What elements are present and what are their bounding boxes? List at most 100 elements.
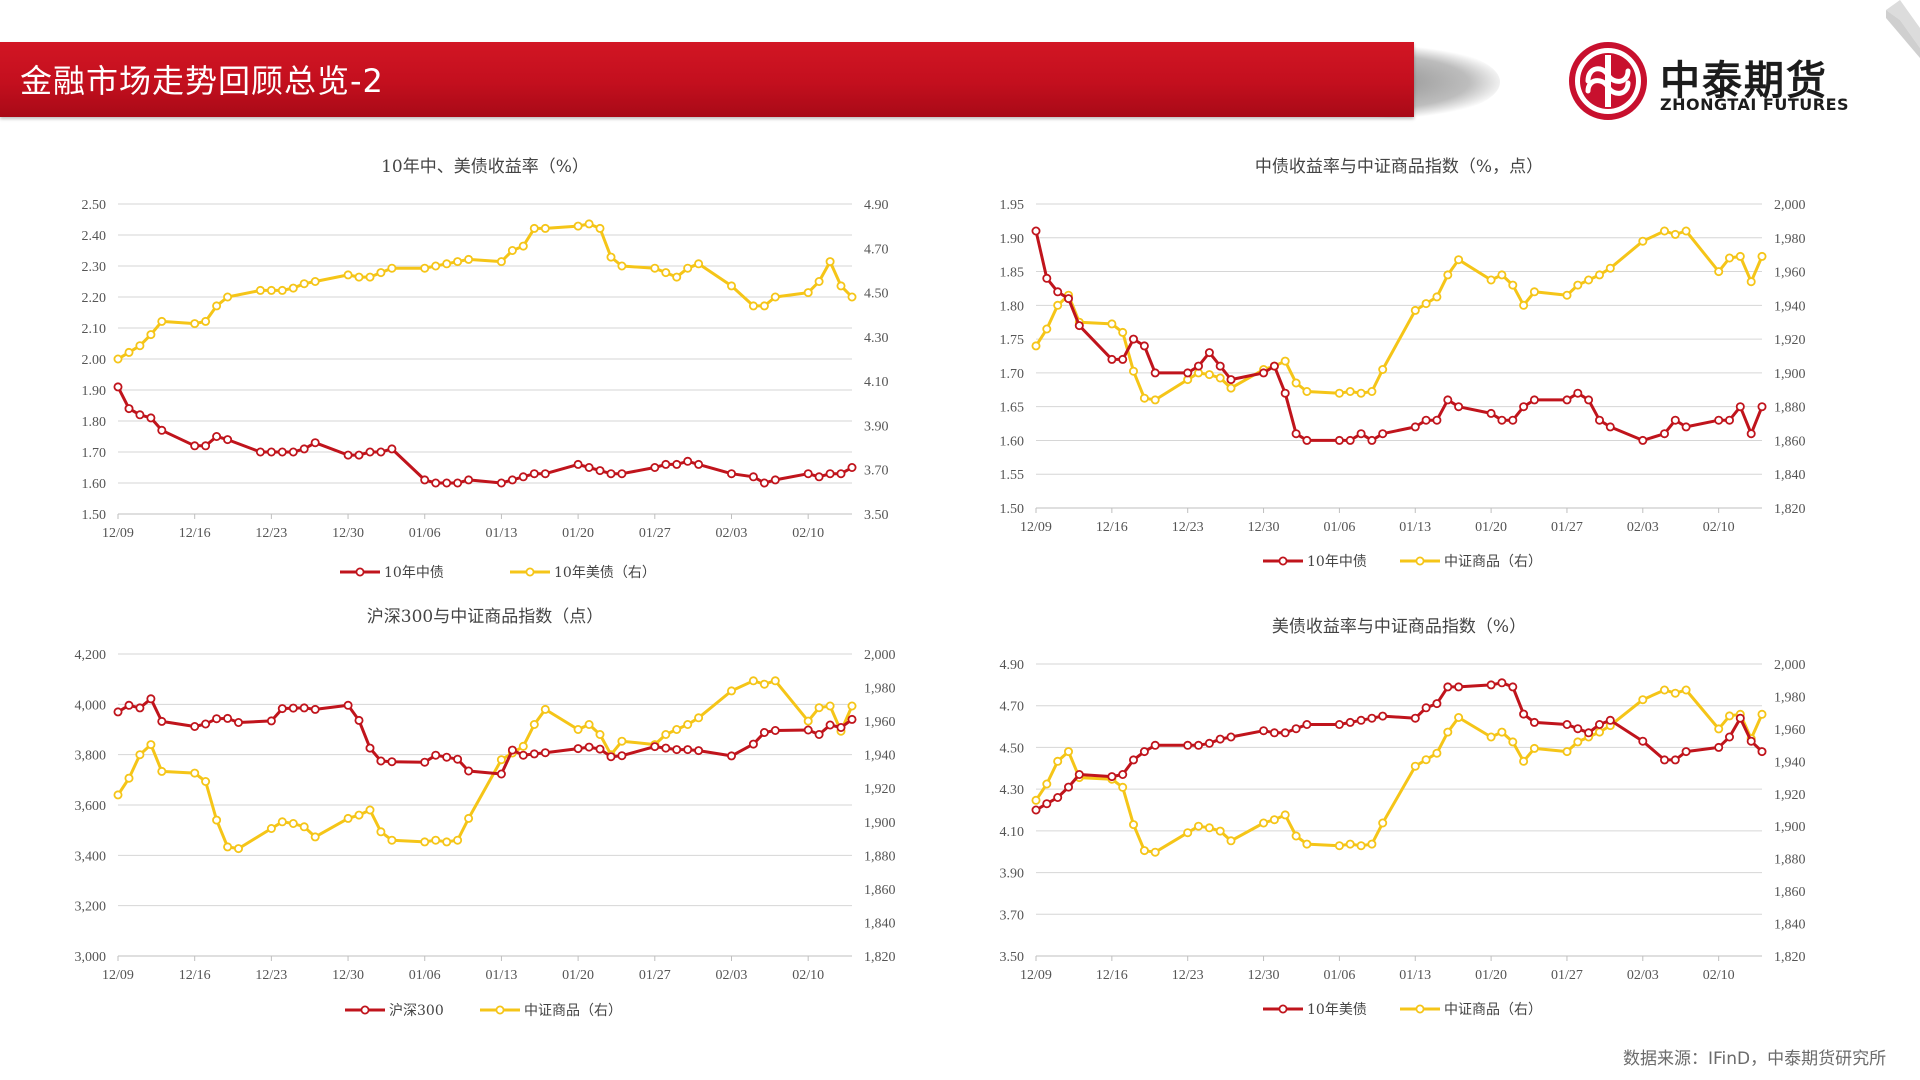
data-point (1291, 724, 1301, 734)
data-point (1508, 280, 1518, 290)
data-point (1681, 747, 1691, 757)
right-axis-tick: 4.10 (864, 375, 889, 390)
data-point (1074, 321, 1084, 331)
legend-marker (355, 567, 365, 577)
data-point (376, 447, 386, 457)
data-point (453, 835, 463, 845)
data-point (1064, 747, 1074, 757)
data-point (201, 719, 211, 729)
data-point (847, 462, 857, 472)
series-line (1034, 688, 1764, 854)
x-axis-tick: 12/23 (1172, 520, 1204, 535)
data-point (1486, 275, 1496, 285)
data-point (1605, 715, 1615, 725)
data-point (1681, 685, 1691, 695)
data-point (1595, 415, 1605, 425)
data-point (1595, 720, 1605, 730)
left-axis-tick: 2.20 (82, 291, 107, 306)
data-point (606, 752, 616, 762)
data-point (1584, 275, 1594, 285)
data-point (1150, 395, 1160, 405)
right-axis-tick: 1,960 (864, 715, 896, 730)
data-point (1486, 680, 1496, 690)
data-point (836, 723, 846, 733)
data-point (770, 292, 780, 302)
data-point (748, 301, 758, 311)
data-point (1204, 738, 1214, 748)
data-point (1128, 755, 1138, 765)
data-point (694, 459, 704, 469)
data-point (1280, 728, 1290, 738)
data-point (847, 292, 857, 302)
data-point (759, 301, 769, 311)
data-point (442, 837, 452, 847)
x-axis-tick: 12/30 (1248, 520, 1280, 535)
data-point (1529, 287, 1539, 297)
x-axis-tick: 12/23 (255, 968, 287, 983)
data-point (496, 755, 506, 765)
data-point (529, 720, 539, 730)
data-point (1334, 720, 1344, 730)
data-point (1367, 839, 1377, 849)
x-axis-tick: 01/20 (562, 526, 594, 541)
x-axis-tick: 02/03 (716, 526, 748, 541)
data-point (1670, 688, 1680, 698)
data-point (825, 720, 835, 730)
data-point (1150, 847, 1160, 857)
data-point (1031, 341, 1041, 351)
data-point (1746, 277, 1756, 287)
data-point (1584, 728, 1594, 738)
right-axis-tick: 1,900 (864, 816, 896, 831)
data-point (354, 450, 364, 460)
data-point (1757, 251, 1767, 261)
data-point (1226, 375, 1236, 385)
data-point (1519, 402, 1529, 412)
data-point (748, 676, 758, 686)
right-axis-tick: 1,860 (1774, 885, 1806, 900)
data-point (759, 727, 769, 737)
data-point (1215, 361, 1225, 371)
data-point (661, 729, 671, 739)
data-point (1042, 779, 1052, 789)
series-line (117, 222, 854, 361)
chart-title: 中债收益率与中证商品指数（%，点） (1255, 157, 1543, 177)
data-point (1454, 255, 1464, 265)
x-axis-tick: 01/06 (1323, 968, 1355, 983)
data-point (694, 746, 704, 756)
data-point (135, 750, 145, 760)
data-point (1118, 769, 1128, 779)
data-point (650, 462, 660, 472)
data-point (1410, 761, 1420, 771)
x-axis-tick: 02/03 (716, 968, 748, 983)
data-point (1367, 435, 1377, 445)
data-point (288, 703, 298, 713)
data-point (1605, 263, 1615, 273)
left-axis-tick: 3,800 (75, 749, 107, 764)
data-point (1443, 727, 1453, 737)
data-point (1595, 270, 1605, 280)
data-point (1356, 388, 1366, 398)
data-point (672, 272, 682, 282)
data-point (299, 279, 309, 289)
data-point (1573, 280, 1583, 290)
data-point (825, 257, 835, 267)
data-point (233, 718, 243, 728)
legend-label: 10年中债 (384, 565, 444, 581)
legend-marker (1278, 1004, 1288, 1014)
data-point (1660, 226, 1670, 236)
data-point (1356, 841, 1366, 851)
data-point (1757, 402, 1767, 412)
data-point (672, 459, 682, 469)
data-point (1638, 695, 1648, 705)
data-point (1042, 324, 1052, 334)
x-axis-tick: 01/06 (409, 968, 441, 983)
data-point (1128, 334, 1138, 344)
data-point (1735, 402, 1745, 412)
right-axis-tick: 4.70 (864, 242, 889, 257)
x-axis-tick: 01/27 (1551, 968, 1583, 983)
data-point (212, 431, 222, 441)
data-point (1519, 709, 1529, 719)
data-point (1757, 709, 1767, 719)
series-line (1034, 230, 1764, 442)
data-point (584, 462, 594, 472)
